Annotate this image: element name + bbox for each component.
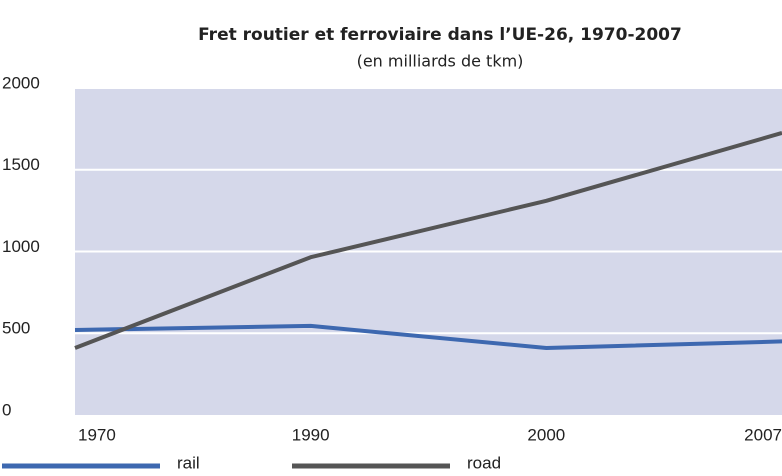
legend-label: rail	[177, 453, 200, 472]
chart-title: Fret routier et ferroviaire dans l’UE-26…	[198, 25, 682, 45]
line-road	[74, 131, 782, 350]
y-tick-label: 1000	[2, 237, 40, 256]
y-tick-label: 0	[2, 400, 11, 419]
x-tick-label: 1970	[78, 425, 116, 444]
x-tick-label: 2000	[527, 425, 565, 444]
line-rail	[74, 323, 782, 350]
legend-label: road	[467, 453, 501, 472]
chart-subtitle: (en milliards de tkm)	[357, 52, 524, 71]
y-tick-label: 500	[2, 319, 30, 338]
x-tick-label: 1990	[292, 425, 330, 444]
x-tick-label: 2007	[744, 425, 782, 444]
y-tick-label: 2000	[2, 73, 40, 92]
y-tick-label: 1500	[2, 155, 40, 174]
